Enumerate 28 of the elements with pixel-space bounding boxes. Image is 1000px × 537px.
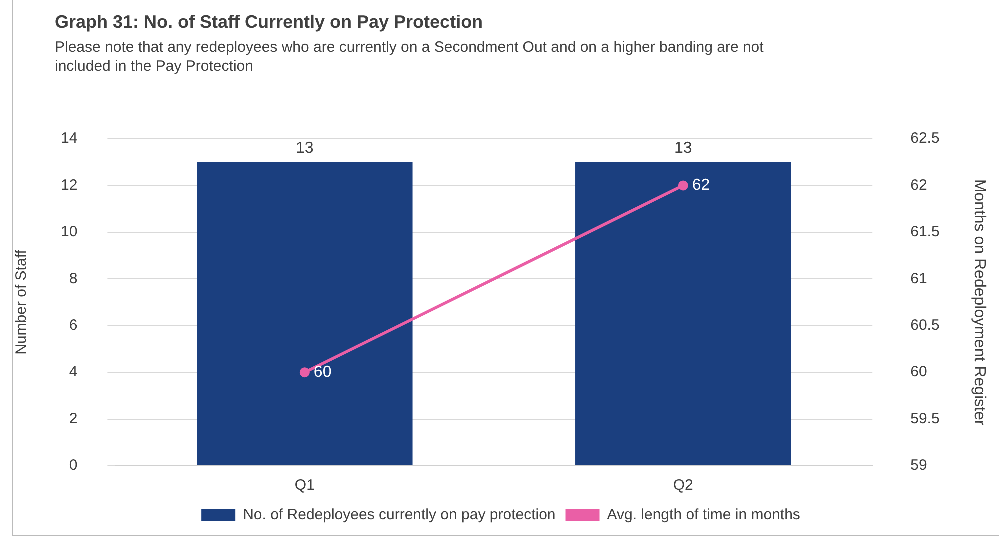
data-label: 13 xyxy=(674,140,692,157)
legend-label: No. of Redeployees currently on pay protection xyxy=(243,506,556,524)
y-tick-label: 0 xyxy=(69,457,78,474)
y2-tick-label: 61.5 xyxy=(910,224,940,241)
y-tick-label: 10 xyxy=(60,224,78,241)
y2-tick-label: 60.5 xyxy=(910,317,940,334)
y-tick-label: 12 xyxy=(60,176,78,194)
y2-tick-label: 62.5 xyxy=(910,130,940,148)
y-tick-label: 2 xyxy=(69,410,78,428)
x-tick-label: Q2 xyxy=(673,477,694,494)
y2-tick-label: 59 xyxy=(910,457,928,474)
data-label: 62 xyxy=(692,177,710,194)
legend-label: Avg. length of time in months xyxy=(607,506,800,524)
y2-axis-title: Months on Redeployment Register xyxy=(970,179,988,426)
y2-tick-label: 61 xyxy=(910,270,928,288)
x-tick-label: Q1 xyxy=(294,477,315,494)
y-tick-label: 6 xyxy=(69,317,78,334)
y-axis-title: Number of Staff xyxy=(13,249,30,355)
data-label: 13 xyxy=(296,140,314,157)
y-tick-label: 14 xyxy=(60,130,78,148)
chart-title: Graph 31: No. of Staff Currently on Pay Protection xyxy=(55,12,484,33)
y2-tick-label: 59.5 xyxy=(910,410,940,428)
y-tick-label: 8 xyxy=(69,270,78,288)
y-tick-label: 4 xyxy=(69,364,78,381)
data-label: 60 xyxy=(314,364,332,381)
y2-tick-label: 62 xyxy=(910,176,928,194)
chart-subtitle: Please note that any redeployees who are currently on a Secondment Out and on a higher banding are not included in the Pay Protection xyxy=(55,38,765,76)
y2-tick-label: 60 xyxy=(910,364,928,381)
